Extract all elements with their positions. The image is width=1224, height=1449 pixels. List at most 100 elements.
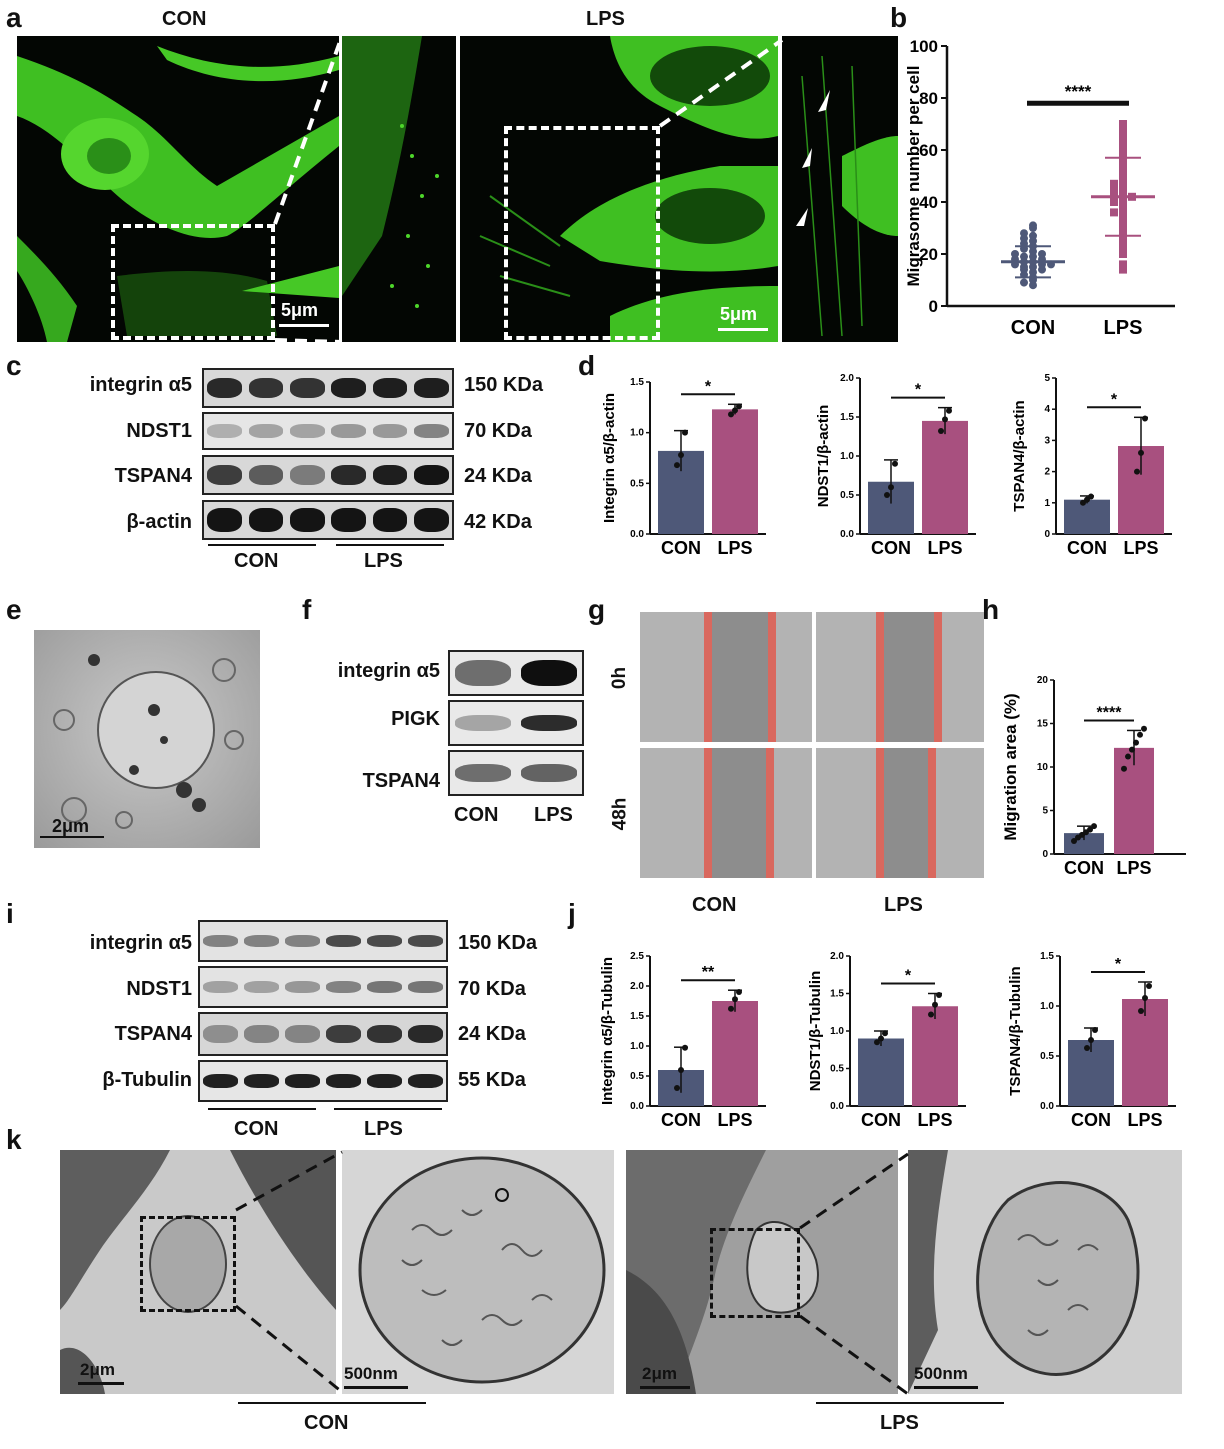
blot-band xyxy=(413,424,449,438)
data-point xyxy=(1071,837,1077,844)
significance-label: * xyxy=(705,378,712,395)
data-point xyxy=(1092,1027,1098,1033)
data-point xyxy=(1038,250,1046,258)
y-axis-label: NDST1/β-actin xyxy=(815,405,832,508)
blot-band xyxy=(331,424,367,438)
data-point xyxy=(1119,237,1127,245)
scale-bar xyxy=(279,324,329,327)
wound-con-0h xyxy=(640,612,812,742)
x-tick-label: CON xyxy=(871,538,911,558)
data-point xyxy=(674,462,680,469)
data-point xyxy=(1119,250,1127,258)
panel-letter-k: k xyxy=(6,1124,22,1155)
data-point xyxy=(1110,179,1118,188)
scale-bar xyxy=(718,328,768,331)
scale-bar xyxy=(344,1386,408,1389)
scale-label: 5μm xyxy=(720,304,758,324)
tspan4-tubulin-bar-chart: 0.0 0.5 1.0 1.5 CON LPS * TSPAN4/β-Tubulin xyxy=(1007,951,1176,1130)
blot-i-strip-ndst1 xyxy=(198,966,448,1008)
x-tick-label: LPS xyxy=(1116,858,1151,878)
blot-c-strip-tspan4 xyxy=(202,455,454,495)
data-point xyxy=(888,484,894,491)
blot-band xyxy=(367,1074,402,1088)
data-point xyxy=(1088,1037,1094,1043)
y-tick-label: 1.0 xyxy=(1040,1001,1054,1012)
lps-zoom-box xyxy=(504,126,660,340)
panel-a-con-title: CON xyxy=(162,8,207,30)
data-point xyxy=(736,403,742,410)
y-tick-label: 0 xyxy=(1044,529,1050,540)
panel-letter-c: c xyxy=(6,350,22,381)
y-tick-label: 1.0 xyxy=(830,1026,844,1037)
x-tick-label: CON xyxy=(1067,538,1107,558)
data-point xyxy=(736,989,742,995)
wound-row-label: 0h xyxy=(609,666,630,690)
y-tick-label: 0.0 xyxy=(630,529,644,540)
data-point xyxy=(1119,125,1127,134)
blot-band xyxy=(372,465,408,485)
y-tick-label: 2.0 xyxy=(830,951,844,962)
blot-band xyxy=(248,378,284,398)
blot-band xyxy=(408,1074,443,1088)
y-tick-label: 1.0 xyxy=(630,428,644,439)
y-tick-label: 15 xyxy=(1037,719,1049,730)
y-tick-label: 3 xyxy=(1044,435,1050,446)
panel-k-group-lps: LPS xyxy=(880,1412,919,1434)
y-tick-label: 0.5 xyxy=(630,1071,644,1082)
blot-band xyxy=(207,378,243,398)
panel-k-group-con: CON xyxy=(304,1412,349,1434)
data-point xyxy=(1087,826,1093,833)
scale-bar xyxy=(78,1382,124,1385)
blot-band xyxy=(244,981,279,993)
data-point xyxy=(1119,140,1127,149)
data-point xyxy=(1119,133,1127,141)
panel-letter-f: f xyxy=(302,594,312,625)
data-point xyxy=(892,460,898,467)
blot-band xyxy=(203,1074,238,1088)
data-point xyxy=(1091,823,1097,830)
blot-f-strip-tspan4 xyxy=(448,750,584,796)
blot-i-group-con: CON xyxy=(234,1118,279,1140)
blot-c-label-tspan4: TSPAN4 xyxy=(114,465,192,487)
bar-lps xyxy=(922,420,968,534)
panel-letter-b: b xyxy=(890,2,908,33)
data-point xyxy=(1125,753,1131,760)
wound-row-label: 48h xyxy=(609,797,630,831)
con-fluorescence-image: 5μm xyxy=(17,36,339,342)
scale-label: 2μm xyxy=(642,1364,677,1383)
data-point xyxy=(674,1085,680,1091)
blot-c-strip-ndst1 xyxy=(202,412,454,450)
blot-band xyxy=(326,981,361,993)
data-point xyxy=(874,1039,880,1046)
blot-f-group-lps: LPS xyxy=(534,804,573,826)
blot-band xyxy=(367,935,402,947)
data-point xyxy=(882,1030,888,1037)
data-point xyxy=(1088,493,1094,500)
blot-band xyxy=(326,1025,361,1043)
y-axis-label: TSPAN4/β-actin xyxy=(1011,400,1028,511)
blot-i-kda-integrin: 150 KDa xyxy=(458,932,537,954)
x-tick-label: LPS xyxy=(717,1110,752,1130)
scale-label: 500nm xyxy=(914,1364,968,1383)
blot-c-strip-actin xyxy=(202,500,454,540)
y-axis-label: Migration area (%) xyxy=(1001,693,1020,840)
blot-c-label-integrin: integrin α5 xyxy=(89,374,192,396)
blot-band xyxy=(203,935,238,947)
blot-band xyxy=(413,508,449,532)
blot-band xyxy=(372,378,408,398)
blot-i-kda-tubulin: 55 KDa xyxy=(458,1069,526,1091)
y-tick-label: 100 xyxy=(910,37,938,56)
y-tick-label: 0.0 xyxy=(830,1101,844,1112)
blot-band xyxy=(285,1074,320,1088)
data-point xyxy=(1134,468,1140,475)
x-tick-label: LPS xyxy=(927,538,962,558)
data-point xyxy=(1121,765,1127,772)
y-tick-label: 1.5 xyxy=(840,412,854,423)
data-point xyxy=(1138,1008,1144,1014)
blot-band xyxy=(289,508,325,532)
y-tick-label: 4 xyxy=(1044,404,1050,415)
data-point xyxy=(932,1001,938,1008)
blot-f-label-pigk: PIGK xyxy=(391,708,440,730)
blot-i-strip-tspan4 xyxy=(198,1012,448,1056)
blot-band xyxy=(367,981,402,993)
